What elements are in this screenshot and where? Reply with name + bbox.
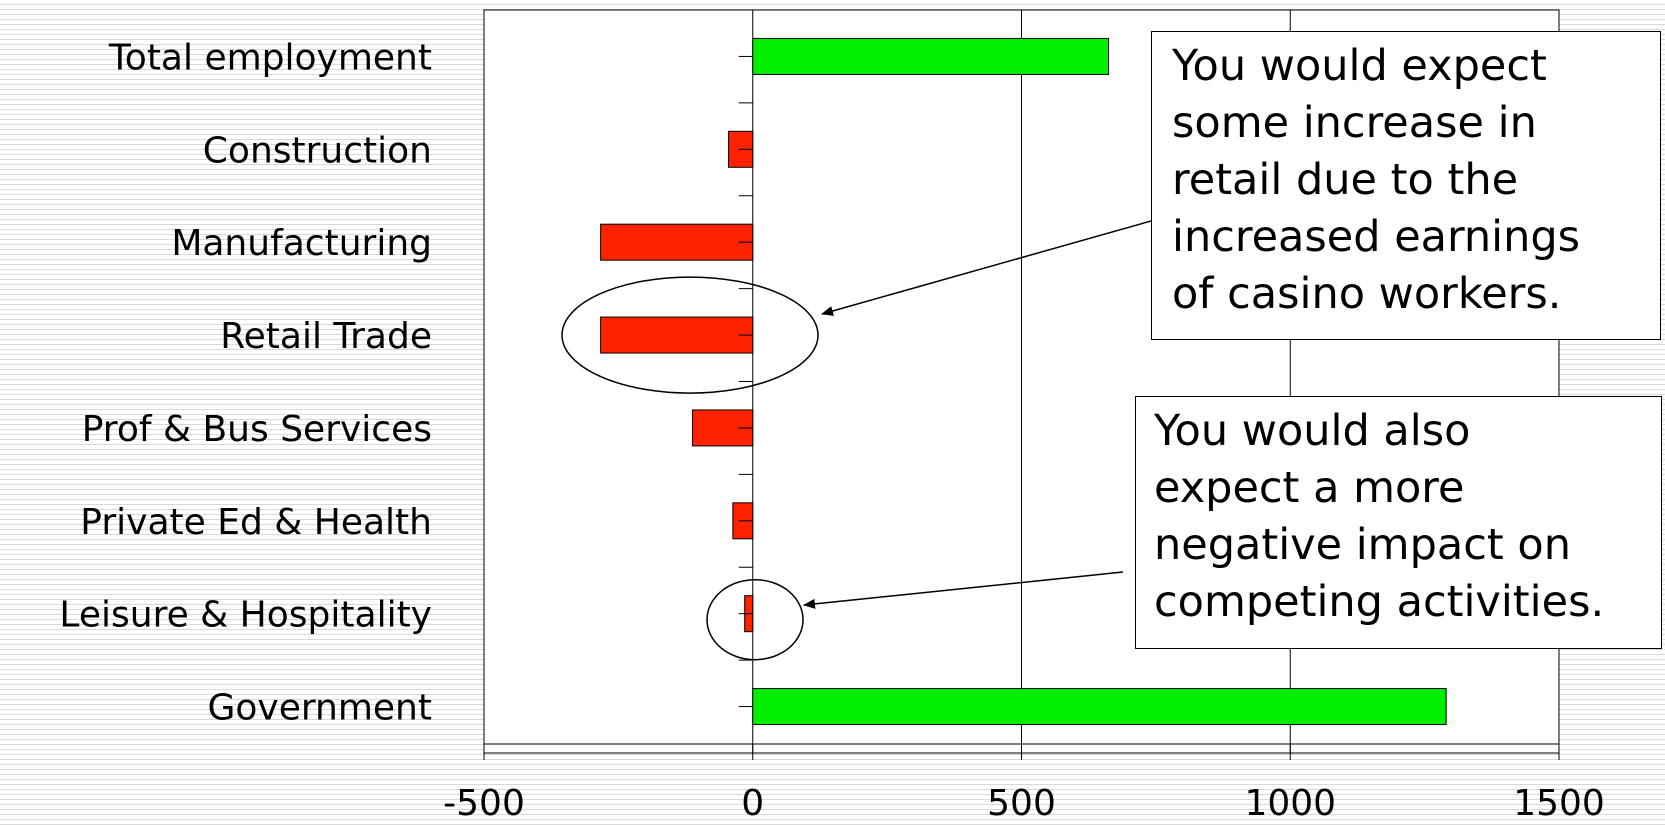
tick-label: 1000 bbox=[1244, 783, 1336, 824]
annotation-line: retail due to the bbox=[1172, 152, 1648, 209]
annotation-line: expect a more bbox=[1154, 460, 1649, 517]
bar bbox=[601, 224, 753, 260]
annotation-line: You would also bbox=[1154, 403, 1649, 460]
category-label: Total employment bbox=[108, 37, 432, 78]
tick-labels: -500 0 500 1000 1500 bbox=[443, 783, 1605, 824]
category-label: Construction bbox=[203, 130, 432, 171]
tick-label: 500 bbox=[987, 783, 1056, 824]
category-label: Leisure & Hospitality bbox=[59, 595, 432, 636]
annotation-line: negative impact on bbox=[1154, 517, 1649, 574]
category-label: Private Ed & Health bbox=[80, 502, 432, 543]
category-labels: Total employment Construction Manufacturin… bbox=[59, 37, 432, 728]
bar bbox=[753, 38, 1109, 74]
bar bbox=[601, 317, 753, 353]
annotation-line: You would expect bbox=[1172, 38, 1648, 95]
bar bbox=[753, 689, 1446, 725]
category-label: Prof & Bus Services bbox=[82, 409, 432, 450]
category-label: Retail Trade bbox=[220, 316, 432, 357]
category-label: Manufacturing bbox=[171, 223, 432, 264]
annotation-line: competing activities. bbox=[1154, 574, 1649, 631]
tick-label: -500 bbox=[443, 783, 525, 824]
annotation-line: of casino workers. bbox=[1172, 266, 1648, 323]
annotation-line: some increase in bbox=[1172, 95, 1648, 152]
tick-label: 1500 bbox=[1513, 783, 1605, 824]
annotation-line: increased earnings bbox=[1172, 209, 1648, 266]
annotation-leisure: You would also expect a more negative im… bbox=[1135, 396, 1662, 649]
annotation-retail: You would expect some increase in retail… bbox=[1151, 31, 1661, 340]
tick-label: 0 bbox=[741, 783, 764, 824]
category-label: Government bbox=[207, 688, 432, 729]
